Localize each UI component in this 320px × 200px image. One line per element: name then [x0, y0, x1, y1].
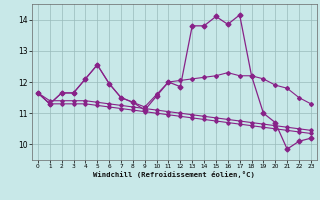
X-axis label: Windchill (Refroidissement éolien,°C): Windchill (Refroidissement éolien,°C): [93, 171, 255, 178]
